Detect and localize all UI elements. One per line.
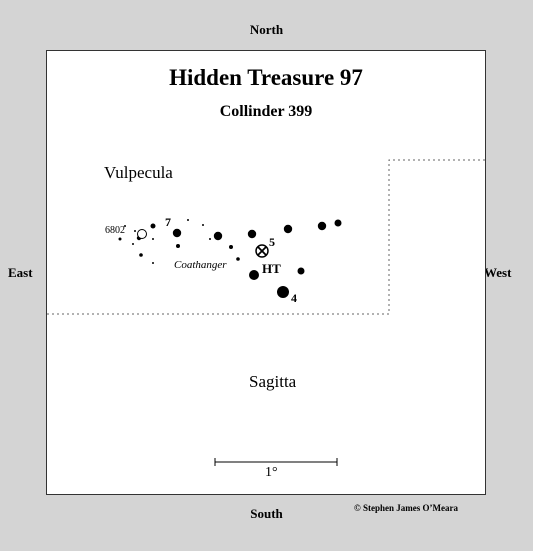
star-label-5: 5 xyxy=(269,235,275,249)
star-chart: Hidden Treasure 97 Collinder 399 Vulpecu… xyxy=(46,50,487,495)
constellation-boundary xyxy=(47,159,487,315)
star xyxy=(176,244,180,248)
constellation-label-sagitta: Sagitta xyxy=(249,372,297,391)
map-subtitle: Collinder 399 xyxy=(219,103,313,120)
star xyxy=(249,270,259,280)
star xyxy=(134,230,136,232)
star-label-7: 7 xyxy=(165,215,171,229)
stars-group xyxy=(118,219,342,298)
star xyxy=(209,238,211,240)
star xyxy=(317,221,327,231)
star xyxy=(139,253,143,257)
target-label: HT xyxy=(262,261,281,276)
ngc6802-label: 6802 xyxy=(105,225,125,236)
chart-graphics xyxy=(47,159,487,466)
star xyxy=(124,225,126,227)
scale-bar xyxy=(214,458,338,466)
star xyxy=(152,262,154,264)
copyright-credit: © Stephen James O’Meara xyxy=(354,503,458,513)
hidden-treasure-marker xyxy=(255,244,269,258)
star xyxy=(172,228,182,238)
west-label: West xyxy=(484,265,512,280)
constellation-label-vulpecula: Vulpecula xyxy=(104,163,173,182)
star xyxy=(247,229,257,239)
star xyxy=(118,237,122,241)
star xyxy=(236,257,240,261)
star-label-4: 4 xyxy=(291,291,297,305)
asterism-label: Coathanger xyxy=(174,259,227,271)
star xyxy=(229,245,233,249)
south-label: South xyxy=(250,506,283,521)
east-label: East xyxy=(8,265,33,280)
map-title: Hidden Treasure 97 xyxy=(169,65,363,90)
scale-bar-label: 1° xyxy=(265,465,278,480)
star xyxy=(152,238,154,240)
star xyxy=(334,219,342,227)
star xyxy=(132,243,134,245)
ngc6802-cluster-symbol xyxy=(137,229,147,239)
star xyxy=(277,286,289,298)
star xyxy=(202,224,204,226)
star xyxy=(150,223,156,229)
star xyxy=(213,231,223,241)
star xyxy=(297,267,305,275)
star xyxy=(187,219,189,221)
north-label: North xyxy=(249,22,284,37)
star xyxy=(283,224,293,234)
